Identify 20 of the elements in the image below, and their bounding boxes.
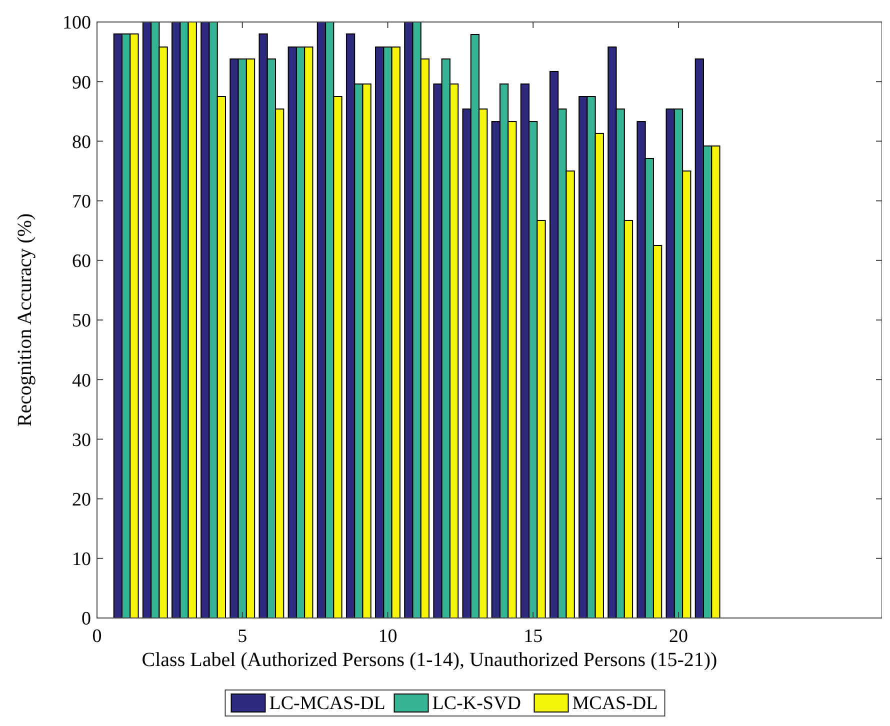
y-tick-label: 50 xyxy=(72,310,91,332)
legend-label: LC-K-SVD xyxy=(432,693,521,714)
x-tick-label: 5 xyxy=(238,626,248,647)
y-tick-label: 80 xyxy=(72,132,91,153)
y-tick-label: 40 xyxy=(72,370,91,392)
y-tick-label: 100 xyxy=(62,12,91,34)
legend-label: MCAS-DL xyxy=(572,693,658,714)
x-tick-label: 15 xyxy=(524,626,543,647)
x-tick-label: 10 xyxy=(378,626,398,647)
y-tick-label: 10 xyxy=(72,549,91,570)
y-tick-label: 70 xyxy=(72,191,91,212)
y-tick-label: 0 xyxy=(82,608,91,630)
y-axis-title: Recognition Accuracy (%) xyxy=(14,213,36,427)
y-tick-label: 20 xyxy=(72,489,91,510)
y-tick-label: 30 xyxy=(72,430,91,451)
y-tick-label: 90 xyxy=(72,72,91,94)
legend-label: LC-MCAS-DL xyxy=(269,693,386,714)
y-tick-label: 60 xyxy=(72,251,91,272)
x-axis-title: Class Label (Authorized Persons (1-14), Unauthorized Persons (15-21)) xyxy=(142,649,718,671)
x-tick-label: 20 xyxy=(668,626,688,647)
